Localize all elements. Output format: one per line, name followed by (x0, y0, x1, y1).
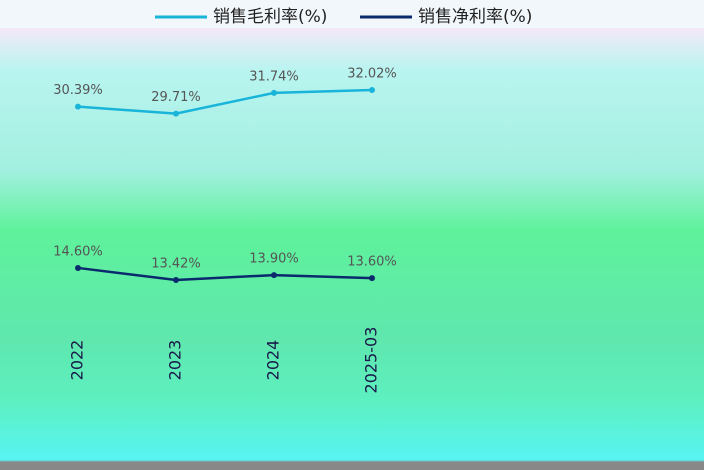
data-label: 13.60% (347, 255, 397, 270)
x-tick-label: 2022 (68, 340, 87, 381)
legend-label: 销售毛利率(%) (213, 7, 327, 27)
data-label: 30.39% (53, 83, 103, 98)
point (271, 272, 277, 279)
point (75, 264, 81, 271)
point (75, 103, 81, 110)
point (369, 275, 375, 282)
line (77, 266, 373, 282)
data-label: 13.90% (249, 252, 299, 267)
x-tick-label: 2024 (264, 340, 283, 381)
point (369, 87, 375, 93)
data-label: 13.42% (151, 257, 201, 272)
x-tick-label: 2023 (166, 340, 185, 381)
line (77, 88, 373, 115)
legend-label: 销售净利率(%) (418, 7, 532, 27)
data-label: 32.02% (347, 67, 397, 82)
point (271, 89, 277, 96)
data-label: 14.60% (53, 244, 103, 259)
x-tick-label: 2025-03 (362, 327, 381, 394)
data-label: 31.74% (249, 69, 299, 84)
point (173, 277, 179, 283)
data-label: 29.71% (151, 90, 201, 105)
point (173, 110, 179, 117)
